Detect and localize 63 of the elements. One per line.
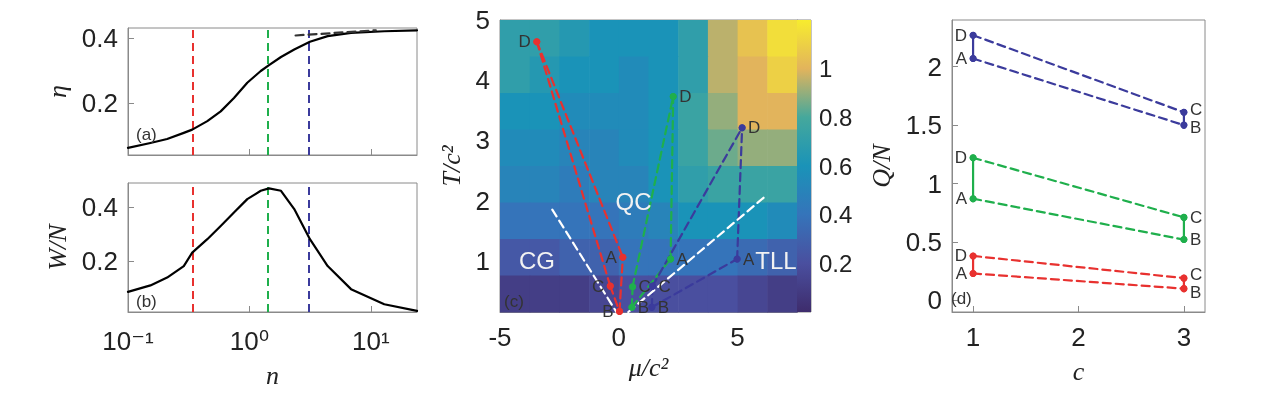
y-tick-label: 0.2 bbox=[81, 245, 118, 276]
y-axis-title: Q/N bbox=[866, 142, 896, 188]
color-bar-label: 0.2 bbox=[819, 249, 853, 277]
annotation: C bbox=[638, 277, 651, 297]
y-axis-title: η bbox=[43, 85, 73, 98]
annotation: QC bbox=[615, 188, 652, 216]
color-bar-label: 1 bbox=[819, 55, 833, 83]
x-tick-label: 10⁰ bbox=[229, 326, 270, 356]
annotation: D bbox=[748, 118, 761, 138]
y-tick-label: 0.4 bbox=[81, 22, 118, 53]
annotation: A bbox=[955, 263, 968, 283]
annotation: C bbox=[1189, 207, 1203, 227]
x-tick-label: 5 bbox=[730, 322, 745, 352]
annotation: D bbox=[518, 32, 531, 52]
x-tick-label: 10⁻¹ bbox=[102, 326, 154, 356]
annotation: C bbox=[658, 276, 671, 296]
color-bar-label: 0.8 bbox=[819, 103, 853, 131]
x-tick-label: 1 bbox=[965, 322, 981, 352]
x-axis-title: n bbox=[266, 360, 279, 390]
y-tick-label: 0.5 bbox=[905, 226, 942, 257]
annotation: D bbox=[954, 148, 968, 168]
annotation: D bbox=[954, 246, 968, 266]
x-tick-label: 10¹ bbox=[352, 326, 390, 356]
y-tick-label: 2 bbox=[927, 51, 942, 82]
annotation: C bbox=[1189, 100, 1203, 120]
annotation: (c) bbox=[504, 292, 524, 311]
x-tick-label: -5 bbox=[488, 322, 512, 352]
annotation: C bbox=[1189, 264, 1203, 284]
annotation: B bbox=[1189, 230, 1202, 250]
color-bar-label: 0.6 bbox=[819, 152, 853, 180]
y-tick-label: 1 bbox=[475, 245, 490, 276]
annotation: B bbox=[1189, 282, 1202, 302]
y-tick-label: 4 bbox=[475, 65, 490, 96]
y-tick-label: 1 bbox=[927, 168, 942, 199]
annotation: (b) bbox=[136, 292, 157, 311]
x-axis-title: c bbox=[1072, 356, 1085, 386]
x-tick-label: 3 bbox=[1176, 322, 1192, 352]
annotation: A bbox=[955, 189, 968, 209]
x-axis-title: μ/c² bbox=[627, 353, 670, 383]
annotation: TLL bbox=[755, 246, 797, 274]
y-tick-label: 0.4 bbox=[81, 192, 118, 223]
x-tick-label: 0 bbox=[611, 322, 627, 352]
annotation: CG bbox=[518, 246, 555, 274]
y-tick-label: 2 bbox=[475, 185, 490, 216]
y-tick-label: 1.5 bbox=[905, 110, 942, 141]
annotation: B bbox=[1189, 118, 1202, 138]
y-tick-label: 3 bbox=[475, 125, 490, 156]
annotation: A bbox=[605, 247, 618, 267]
color-bar-label: 0.4 bbox=[819, 201, 853, 229]
annotation: A bbox=[743, 249, 756, 269]
annotation: A bbox=[955, 49, 968, 69]
annotation: D bbox=[679, 86, 692, 106]
y-tick-label: 0 bbox=[927, 285, 942, 316]
annotation: A bbox=[676, 249, 689, 269]
x-tick-label: 2 bbox=[1071, 322, 1086, 352]
y-tick-label: 5 bbox=[475, 5, 490, 35]
annotation: B bbox=[657, 297, 670, 317]
annotation: B bbox=[637, 297, 650, 317]
y-axis-title: W/N bbox=[42, 222, 72, 271]
annotation: D bbox=[954, 25, 968, 45]
annotation: (a) bbox=[136, 125, 157, 144]
y-axis-title: T/c² bbox=[436, 144, 466, 187]
y-tick-label: 0.2 bbox=[81, 87, 118, 118]
